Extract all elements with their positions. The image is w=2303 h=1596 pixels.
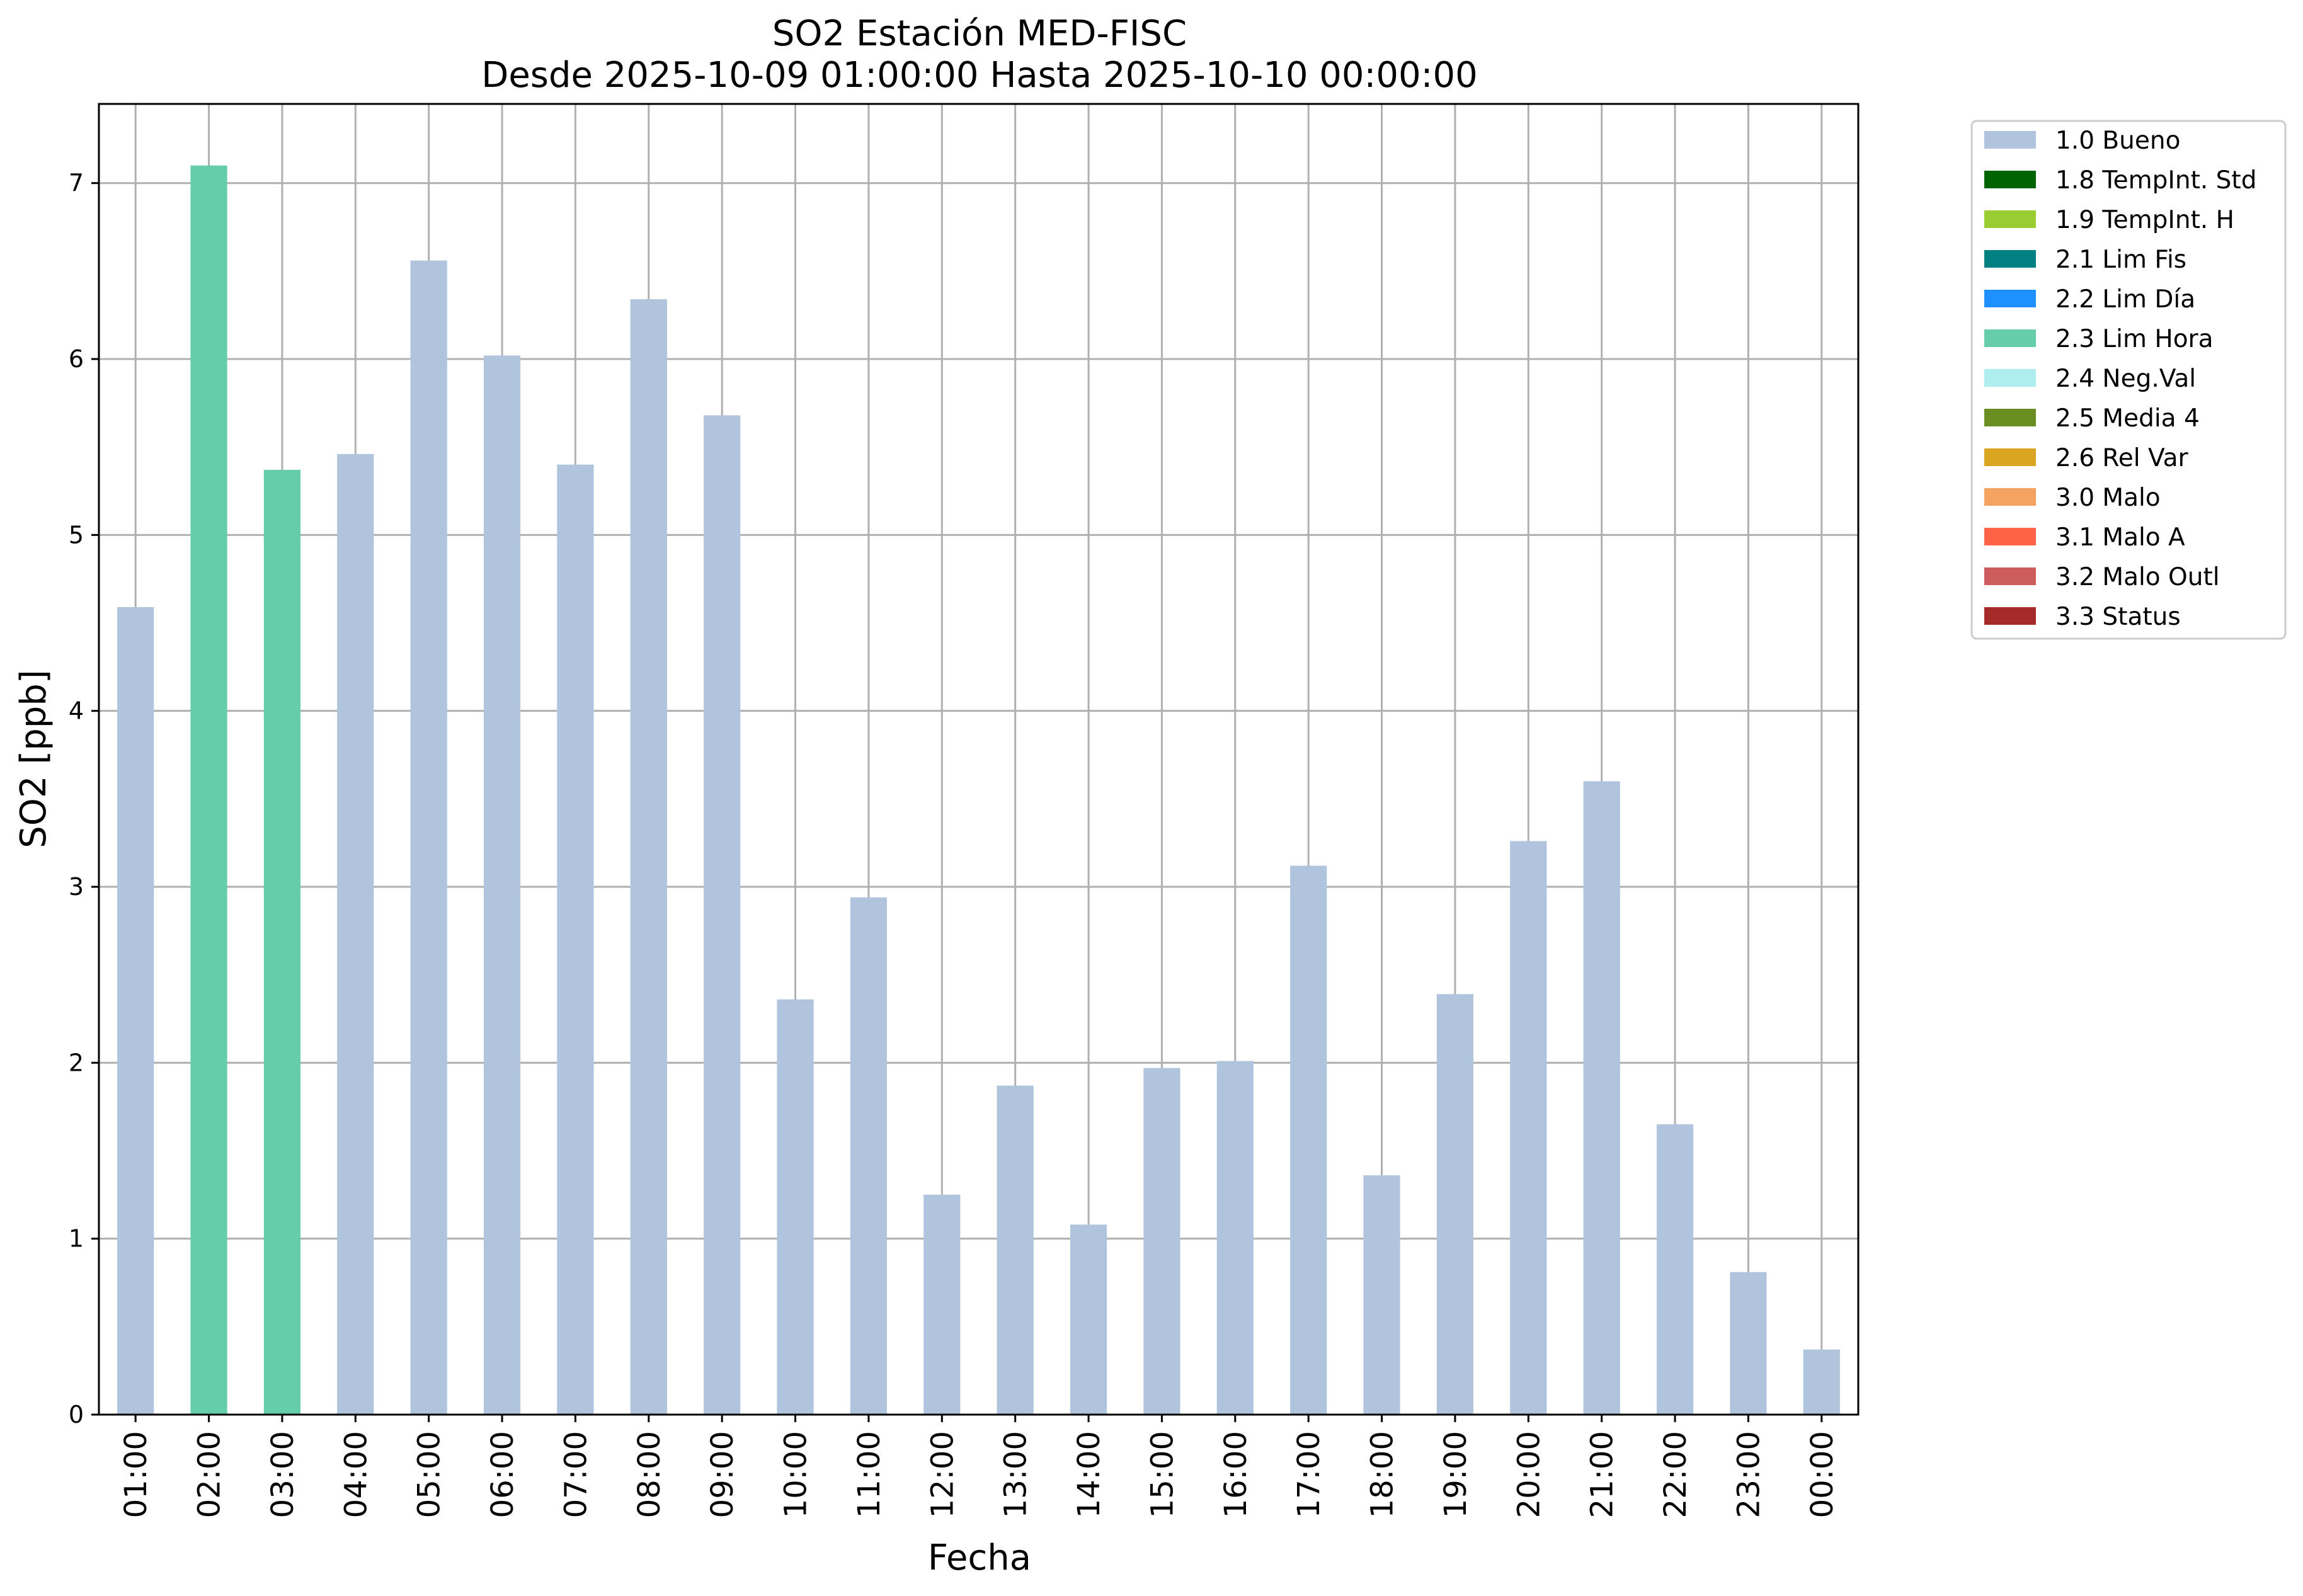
y-tick-label: 7 [69,169,84,197]
legend-swatch [1984,171,2036,188]
bar [777,999,814,1415]
bar [630,299,667,1415]
x-axis-ticks: 01:00 02:00 03:00 04:00 05:00 06:00 07:00 08:00… [118,1415,1840,1518]
chart-title: SO2 Estación MED-FISC [772,13,1187,54]
x-tick-label: 17:00 [1291,1431,1327,1518]
legend-label: 1.9 TempInt. H [2055,206,2234,234]
bar [337,453,374,1415]
bar [1363,1175,1400,1415]
legend-swatch [1984,250,2036,268]
legend-swatch [1984,607,2036,625]
bar [190,165,227,1415]
y-axis-ticks: 0 1 2 3 4 5 6 7 [69,169,99,1428]
bar [1583,781,1620,1415]
bar [704,415,741,1415]
bar [850,897,888,1415]
y-tick-label: 6 [69,345,84,373]
bar [1070,1224,1107,1415]
legend-label: 3.0 Malo [2055,484,2161,512]
y-tick-label: 1 [69,1225,84,1253]
bar [557,464,594,1415]
legend-frame [1970,120,2287,640]
x-tick-label: 02:00 [192,1431,227,1518]
bar [1143,1068,1180,1415]
legend-label: 3.3 Status [2055,603,2181,631]
bar [1656,1124,1694,1415]
bars [117,165,1840,1415]
legend-swatch [1984,448,2036,466]
bar [923,1194,961,1415]
chart-subtitle: Desde 2025-10-09 01:00:00 Hasta 2025-10-… [481,55,1478,96]
x-tick-label: 07:00 [558,1431,593,1518]
x-tick-label: 22:00 [1658,1431,1693,1518]
bar [117,607,154,1415]
x-tick-label: 20:00 [1511,1431,1546,1518]
y-axis-label: SO2 [ppb] [13,670,54,848]
y-tick-label: 3 [69,873,84,901]
x-tick-label: 05:00 [412,1431,447,1518]
x-tick-label: 10:00 [779,1431,814,1518]
x-tick-label: 06:00 [485,1431,520,1518]
legend-label: 1.8 TempInt. Std [2055,166,2256,195]
bar [1803,1349,1840,1415]
bar [483,355,521,1415]
legend-label: 3.1 Malo A [2055,523,2185,552]
bar [1730,1272,1767,1415]
y-tick-label: 4 [69,697,84,725]
bar [410,260,447,1415]
bar [1290,865,1327,1415]
x-tick-label: 15:00 [1145,1431,1180,1518]
x-tick-label: 12:00 [925,1431,960,1518]
y-tick-label: 0 [69,1401,84,1428]
x-tick-label: 19:00 [1438,1431,1473,1518]
bar [263,470,301,1415]
x-tick-label: 23:00 [1731,1431,1766,1518]
x-tick-label: 21:00 [1585,1431,1620,1518]
plot-frame [98,103,1860,1416]
legend-label: 1.0 Bueno [2055,127,2180,155]
x-tick-label: 09:00 [705,1431,740,1518]
bar [1216,1061,1254,1415]
legend-label: 3.2 Malo Outl [2055,563,2220,591]
legend-swatch [1984,210,2036,228]
bar [997,1085,1034,1415]
bar [1510,841,1547,1415]
legend-label: 2.1 Lim Fis [2055,246,2186,274]
legend-swatch [1984,567,2036,585]
y-tick-label: 2 [69,1049,84,1076]
x-tick-label: 01:00 [118,1431,154,1518]
x-tick-label: 14:00 [1071,1431,1107,1518]
x-tick-label: 04:00 [338,1431,374,1518]
x-tick-label: 16:00 [1218,1431,1254,1518]
x-axis-label: Fecha [928,1537,1031,1578]
legend-swatch [1984,528,2036,545]
legend-label: 2.6 Rel Var [2055,444,2189,472]
legend-swatch [1984,369,2036,387]
legend-label: 2.5 Media 4 [2055,404,2200,433]
x-tick-label: 18:00 [1365,1431,1400,1518]
legend-swatch [1984,290,2036,307]
legend-label: 2.3 Lim Hora [2055,325,2214,353]
legend-label: 2.4 Neg.Val [2055,365,2196,393]
x-tick-label: 03:00 [265,1431,300,1518]
x-tick-label: 08:00 [632,1431,667,1518]
legend-label: 2.2 Lim Día [2055,285,2195,314]
y-tick-label: 5 [69,521,84,549]
legend: 1.0 Bueno 1.8 TempInt. Std 1.9 TempInt. H 2… [1970,120,2287,640]
x-tick-label: 00:00 [1805,1431,1840,1518]
x-tick-label: 13:00 [998,1431,1034,1518]
legend-swatch [1984,131,2036,149]
legend-swatch [1984,409,2036,426]
x-tick-label: 11:00 [852,1431,887,1518]
bar [1436,994,1474,1415]
legend-swatch [1984,488,2036,506]
legend-swatch [1984,329,2036,347]
